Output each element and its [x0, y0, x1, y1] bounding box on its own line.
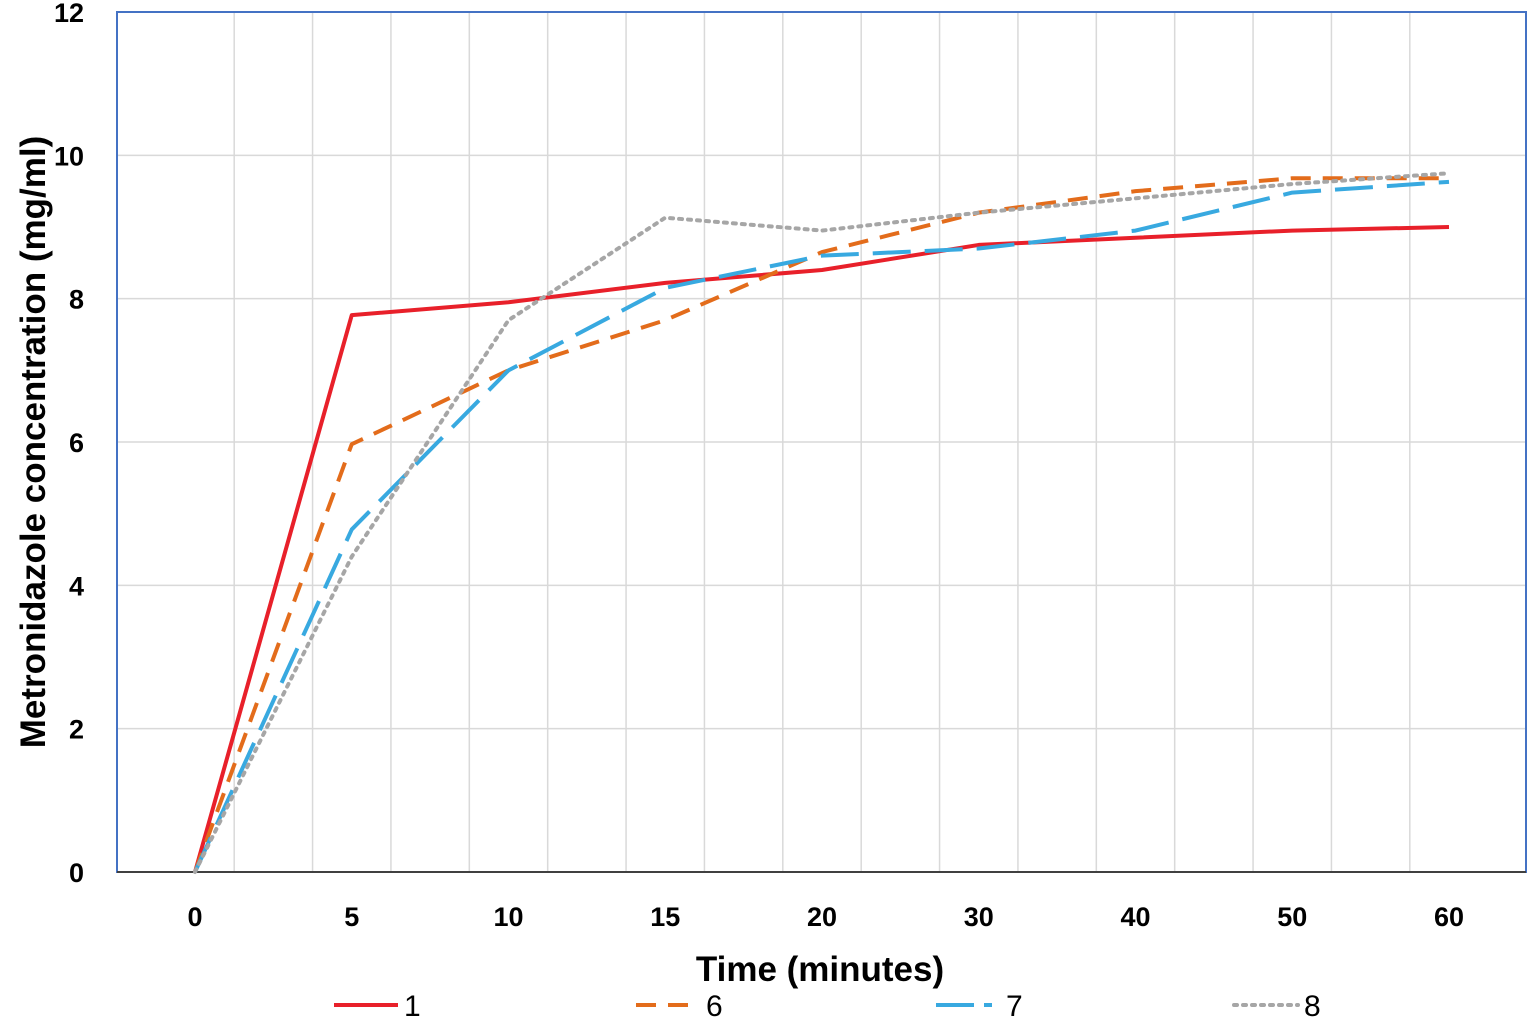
legend-label: 8 — [1304, 990, 1321, 1019]
x-tick-label: 20 — [807, 902, 837, 932]
x-tick-label: 50 — [1277, 902, 1307, 932]
series-line-8 — [193, 171, 1451, 874]
series-line-1 — [193, 225, 1450, 873]
y-tick-label: 0 — [69, 858, 84, 888]
legend-item-7: 7 — [936, 990, 1023, 1019]
y-tick-label: 12 — [54, 0, 84, 28]
x-tick-label: 0 — [187, 902, 202, 932]
y-tick-label: 6 — [69, 428, 84, 458]
legend-item-1: 1 — [334, 990, 421, 1019]
y-axis-tick-labels: 0 2 4 6 8 10 12 — [54, 0, 84, 888]
x-tick-label: 40 — [1120, 902, 1150, 932]
y-tick-label: 10 — [54, 141, 84, 171]
x-tick-label: 5 — [344, 902, 359, 932]
series-line-7 — [193, 179, 1450, 873]
series-layer — [193, 171, 1451, 874]
x-tick-label: 60 — [1434, 902, 1464, 932]
legend-label: 1 — [404, 990, 421, 1019]
x-axis-tick-labels: 0 5 10 15 20 30 40 50 60 — [187, 902, 1464, 932]
y-tick-label: 2 — [69, 715, 84, 745]
x-tick-label: 15 — [650, 902, 680, 932]
y-axis-title: Metronidazole concentration (mg/ml) — [14, 136, 53, 749]
legend-item-8: 8 — [1232, 990, 1321, 1019]
gridlines — [117, 11, 1526, 872]
x-axis-title: Time (minutes) — [696, 950, 944, 989]
y-tick-label: 4 — [69, 571, 84, 601]
x-tick-label: 10 — [493, 902, 523, 932]
legend-item-6: 6 — [636, 990, 723, 1019]
series-line-6 — [193, 176, 1449, 873]
legend-label: 7 — [1006, 990, 1023, 1019]
y-tick-label: 8 — [69, 285, 84, 315]
legend-label: 6 — [706, 990, 723, 1019]
x-tick-label: 30 — [964, 902, 994, 932]
